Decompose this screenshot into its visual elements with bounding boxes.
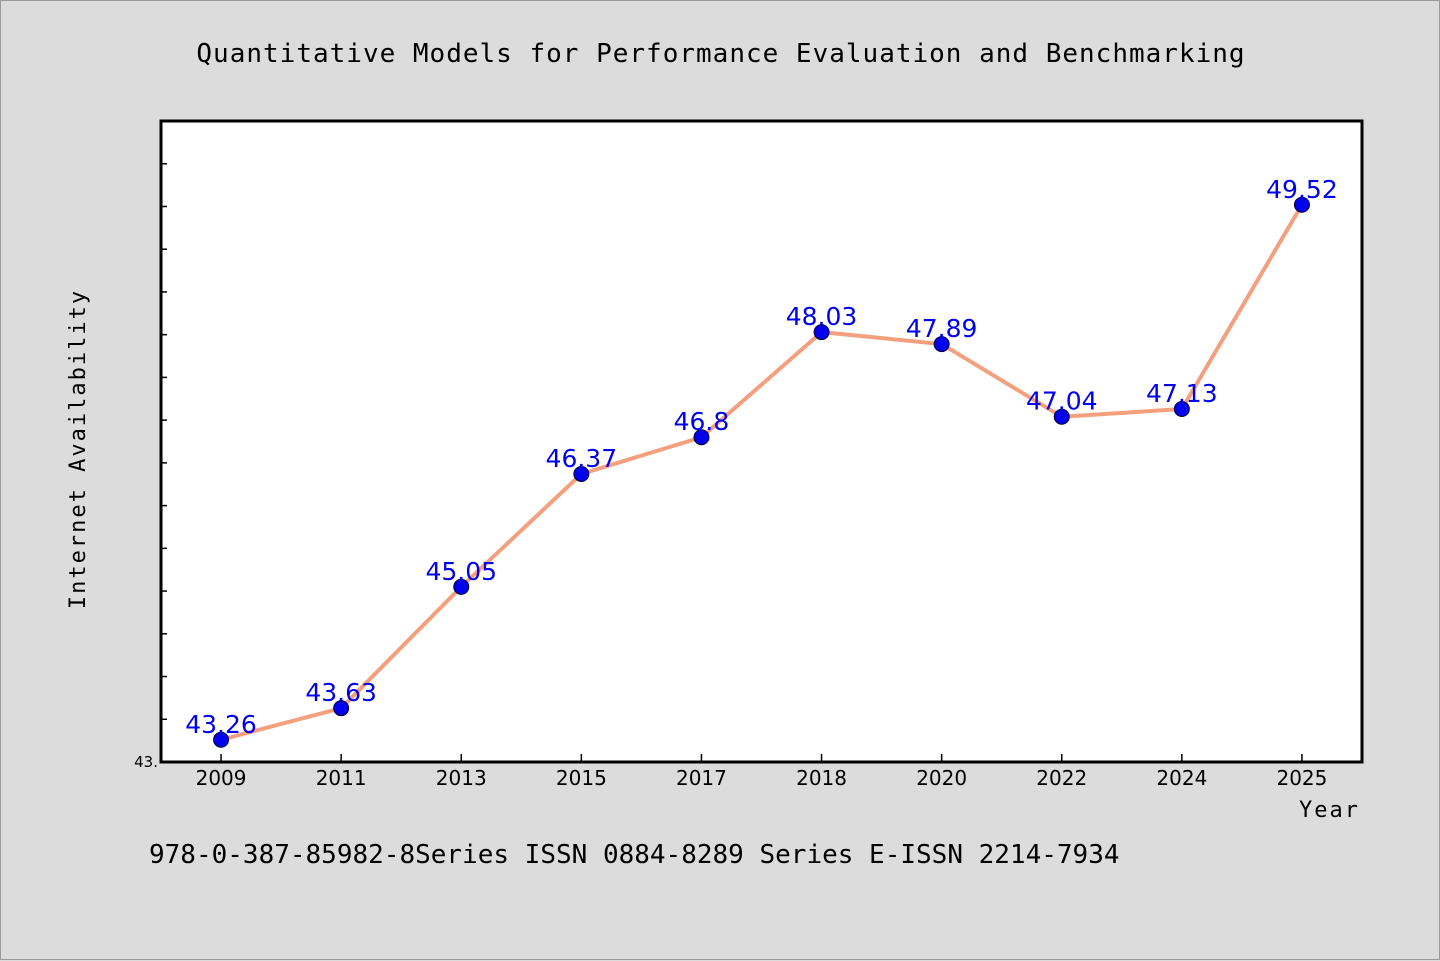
footer-isbn-issn: 978-0-387-85982-8Series ISSN 0884-8289 S… bbox=[149, 840, 1120, 870]
x-axis-label: Year bbox=[1299, 798, 1360, 823]
x-tick-label: 2020 bbox=[916, 766, 967, 790]
data-label: 46.37 bbox=[546, 444, 618, 473]
data-point bbox=[453, 578, 470, 595]
plot-area bbox=[161, 121, 1362, 762]
data-label: 47.13 bbox=[1146, 379, 1218, 408]
data-label: 47.04 bbox=[1026, 387, 1098, 416]
plot-frame bbox=[159, 119, 1364, 764]
x-tick-label: 2022 bbox=[1036, 766, 1087, 790]
data-point bbox=[693, 429, 710, 446]
x-tick-label: 2024 bbox=[1156, 766, 1207, 790]
data-point bbox=[1293, 196, 1310, 213]
chart-title: Quantitative Models for Performance Eval… bbox=[196, 39, 1245, 69]
data-point bbox=[933, 336, 950, 353]
data-label: 49.52 bbox=[1266, 175, 1338, 204]
data-label: 47.89 bbox=[906, 314, 978, 343]
x-tick-label: 2013 bbox=[436, 766, 487, 790]
x-tick-label: 2009 bbox=[196, 766, 247, 790]
y-tick-label: 43. bbox=[134, 753, 158, 771]
series-line bbox=[219, 202, 1304, 742]
data-label: 43.63 bbox=[305, 678, 377, 707]
data-labels: 43.26 43.63 45.05 46.37 46.8 48.03 47.89 47.04 4… bbox=[185, 175, 1337, 739]
data-label: 46.8 bbox=[674, 407, 730, 436]
y-axis-label: Internet Availability bbox=[66, 289, 91, 609]
x-tick-label: 2025 bbox=[1276, 766, 1327, 790]
data-label: 43.26 bbox=[185, 710, 257, 739]
x-tick-label: 2011 bbox=[316, 766, 367, 790]
data-point bbox=[573, 465, 590, 482]
data-point bbox=[1053, 408, 1070, 425]
data-label: 48.03 bbox=[786, 302, 858, 331]
x-tick-label: 2015 bbox=[556, 766, 607, 790]
data-point bbox=[813, 324, 830, 341]
data-point bbox=[1173, 401, 1190, 418]
data-point bbox=[333, 700, 350, 717]
x-tick-label: 2017 bbox=[676, 766, 727, 790]
data-label: 45.05 bbox=[425, 557, 497, 586]
x-axis-tick-labels: 2009 2011 2013 2015 2017 2018 2020 2022 2024 2025 bbox=[196, 766, 1328, 790]
data-point bbox=[213, 731, 230, 748]
x-tick-label: 2018 bbox=[796, 766, 847, 790]
series-markers bbox=[213, 196, 1310, 748]
